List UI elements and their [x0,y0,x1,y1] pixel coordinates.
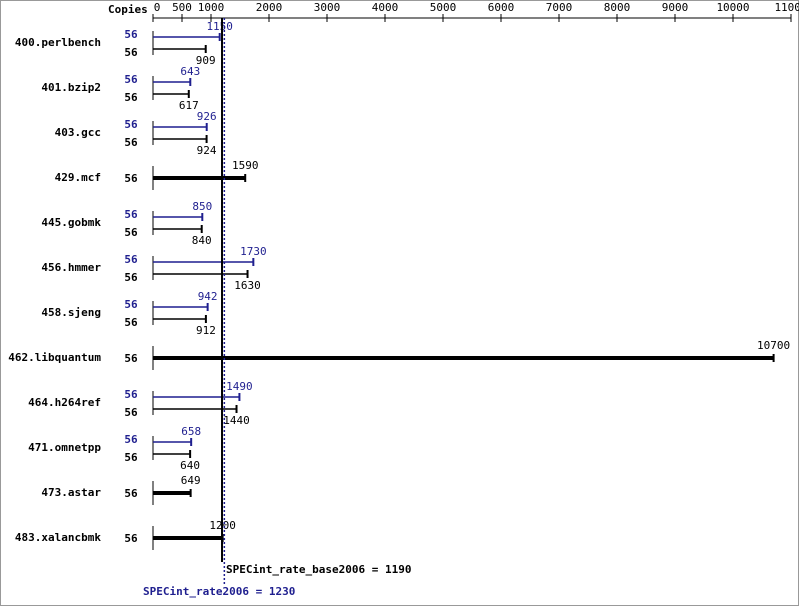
category-label: 464.h264ref [28,396,101,409]
value-label: 850 [192,200,212,213]
x-tick-label: 3000 [314,1,341,14]
value-label: 924 [197,144,217,157]
copies-header: Copies [108,3,148,16]
copies-label: 56 [124,433,138,446]
value-label: 840 [192,234,212,247]
category-label: 471.omnetpp [28,441,101,454]
category-label: 403.gcc [55,126,101,139]
category-label: 462.libquantum [8,351,101,364]
category-label: 456.hmmer [41,261,101,274]
copies-label: 56 [124,316,138,329]
x-tick-label: 10000 [716,1,749,14]
category-label: 401.bzip2 [41,81,101,94]
value-label: 1730 [240,245,267,258]
x-tick-label: 500 [172,1,192,14]
category-label: 473.astar [41,486,101,499]
category-label: 400.perlbench [15,36,101,49]
value-label: 1630 [234,279,261,292]
copies-label: 56 [124,451,138,464]
category-label: 445.gobmk [41,216,101,229]
value-label: 617 [179,99,199,112]
x-tick-label: 9000 [662,1,689,14]
x-tick-label: 4000 [372,1,399,14]
copies-label: 56 [124,118,138,131]
copies-label: 56 [124,388,138,401]
copies-label: 56 [124,487,138,500]
x-tick-label: 1000 [198,1,225,14]
value-label: 1490 [226,380,253,393]
copies-label: 56 [124,253,138,266]
copies-label: 56 [124,28,138,41]
category-label: 458.sjeng [41,306,101,319]
category-label: 483.xalancbmk [15,531,101,544]
value-label: 1150 [206,20,233,33]
value-label: 658 [181,425,201,438]
copies-label: 56 [124,208,138,221]
value-label: 912 [196,324,216,337]
copies-label: 56 [124,73,138,86]
copies-label: 56 [124,91,138,104]
value-label: 909 [196,54,216,67]
x-tick-label: 5000 [430,1,457,14]
copies-label: 56 [124,298,138,311]
copies-label: 56 [124,406,138,419]
value-label: 942 [198,290,218,303]
x-tick-label: 7000 [546,1,573,14]
copies-label: 56 [124,172,138,185]
x-tick-label: 11000 [774,1,799,14]
reference-label: SPECint_rate2006 = 1230 [143,585,295,598]
category-label: 429.mcf [55,171,101,184]
value-label: 10700 [757,339,790,352]
x-tick-label: 6000 [488,1,515,14]
value-label: 926 [197,110,217,123]
x-tick-label: 0 [154,1,161,14]
value-label: 1590 [232,159,259,172]
value-label: 643 [180,65,200,78]
reference-label: SPECint_rate_base2006 = 1190 [226,563,411,576]
x-tick-label: 8000 [604,1,631,14]
copies-label: 56 [124,226,138,239]
value-label: 649 [181,474,201,487]
value-label: 1440 [223,414,250,427]
copies-label: 56 [124,46,138,59]
x-tick-label: 2000 [256,1,283,14]
copies-label: 56 [124,136,138,149]
value-label: 640 [180,459,200,472]
copies-label: 56 [124,271,138,284]
copies-label: 56 [124,532,138,545]
copies-label: 56 [124,352,138,365]
